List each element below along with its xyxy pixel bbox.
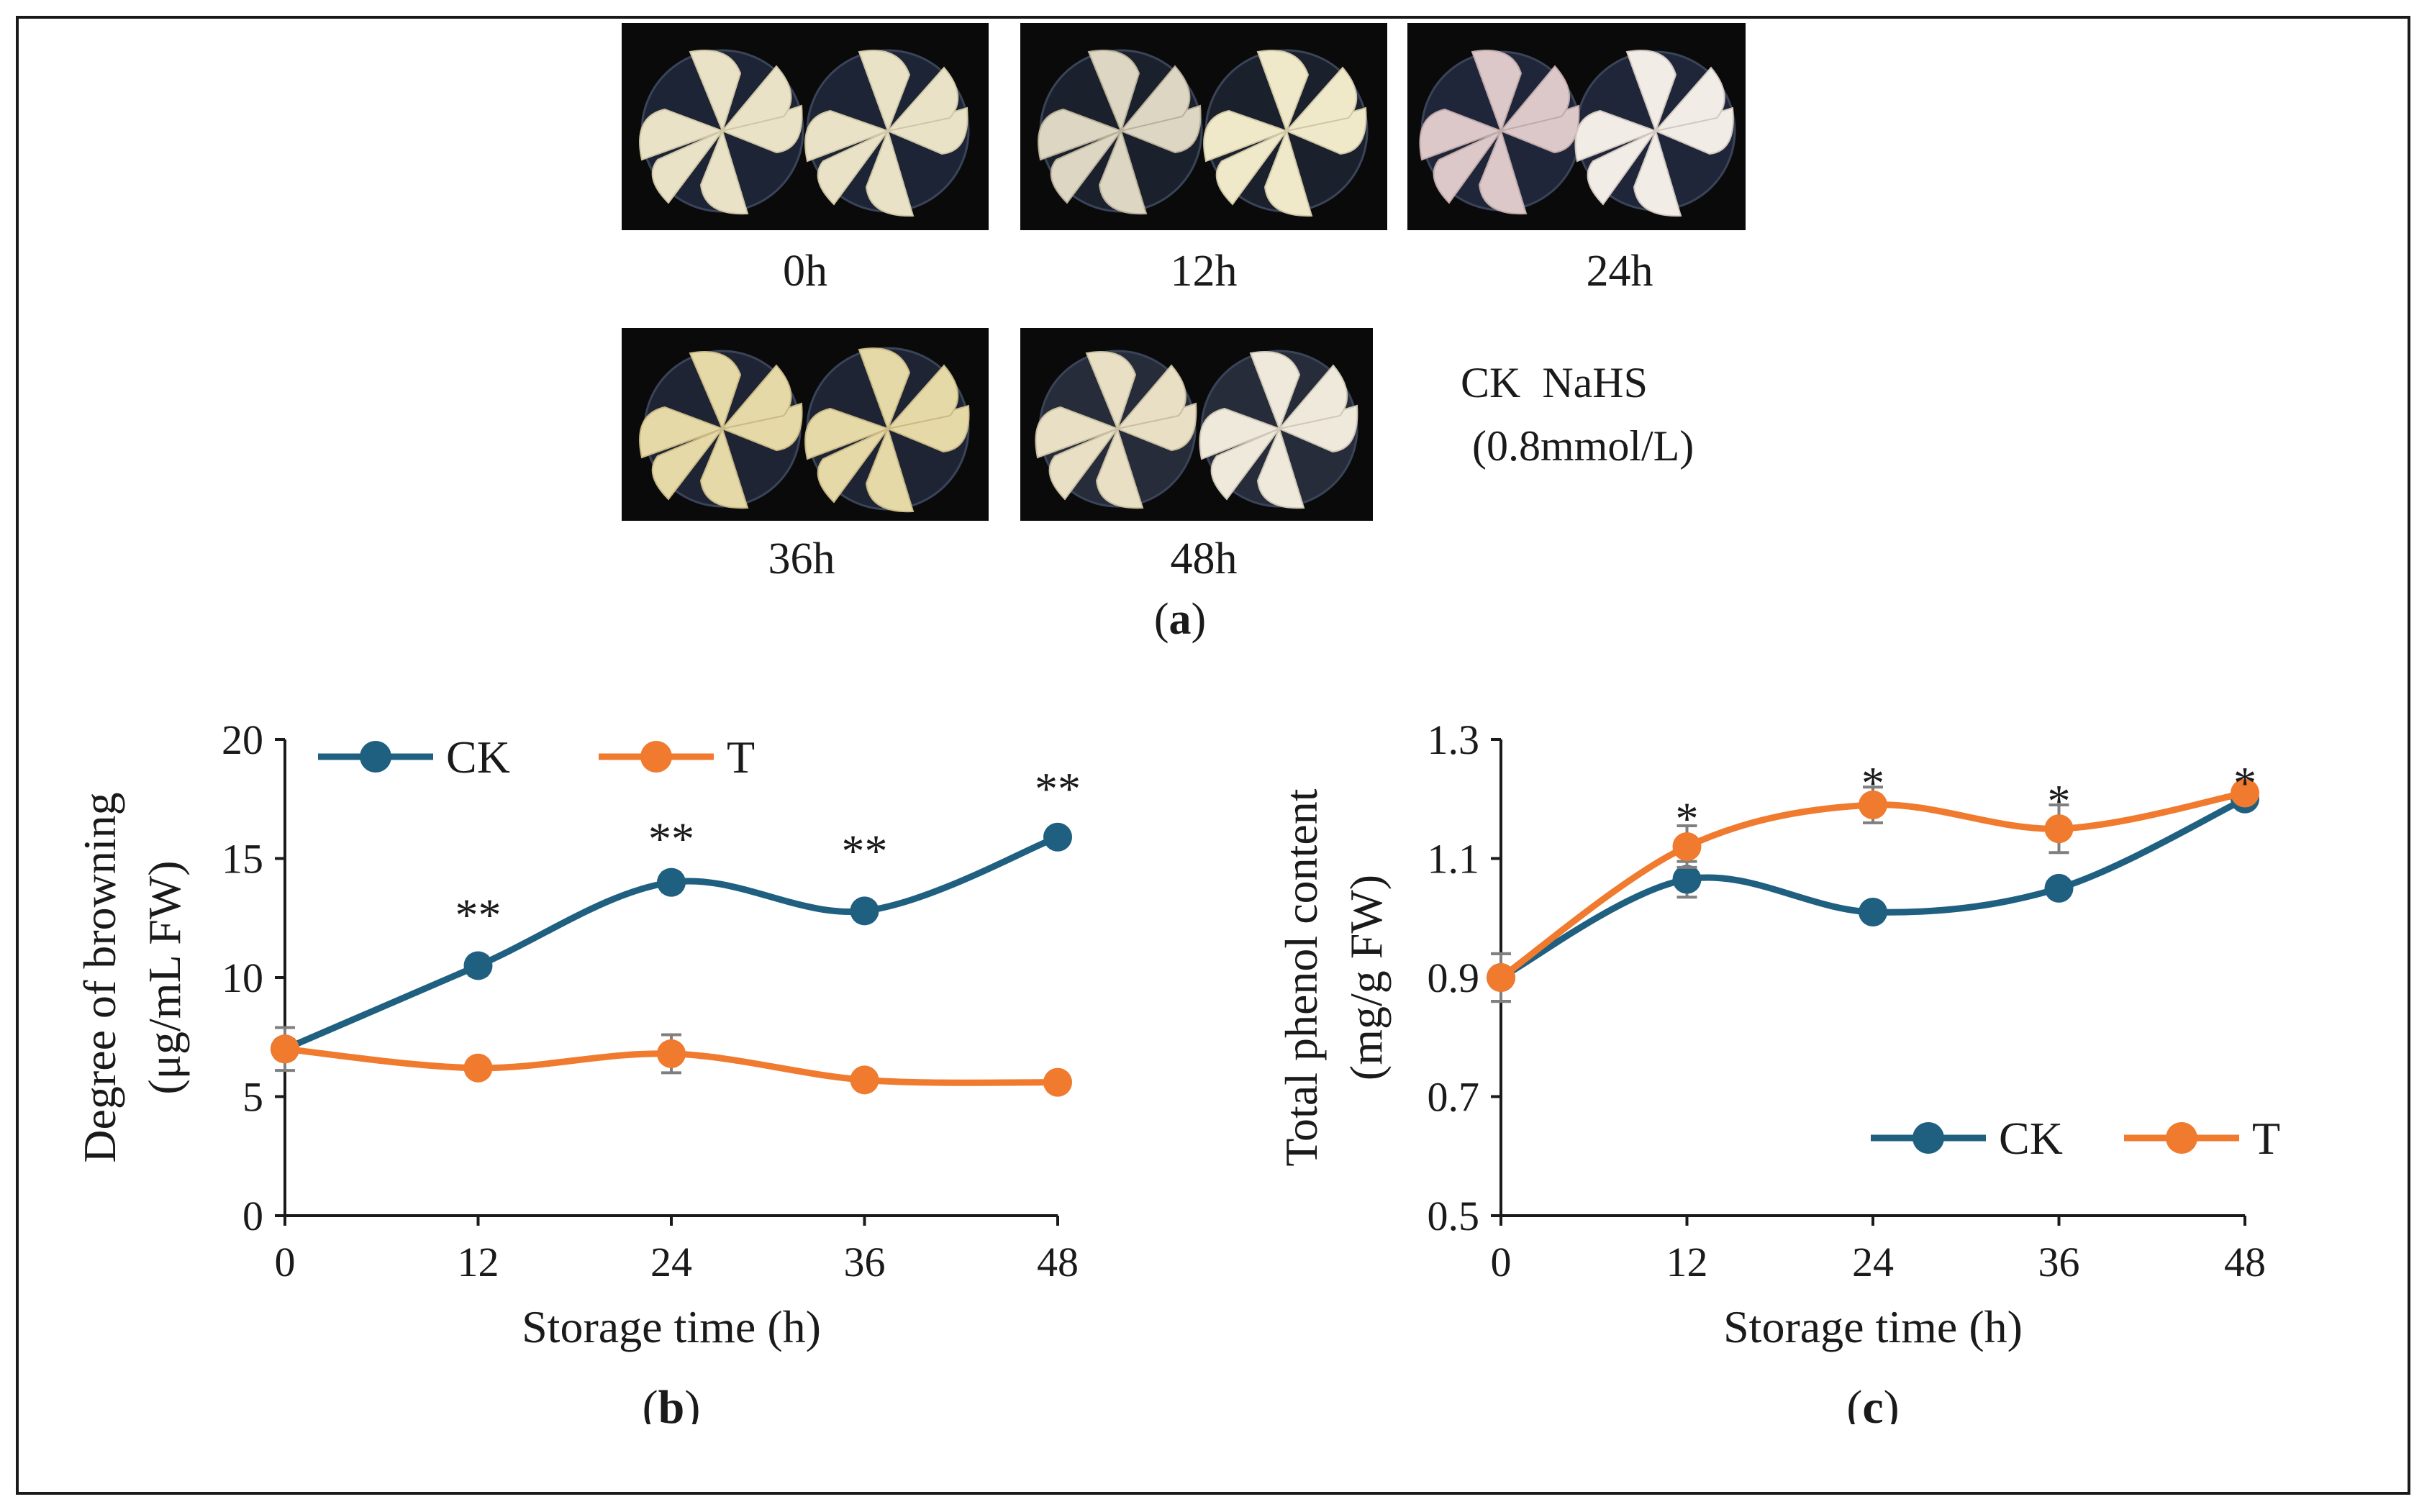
treatment-legend-line2: (0.8mmol/L)	[1472, 422, 1694, 470]
x-tick-label: 24	[1852, 1239, 1894, 1285]
photo-48h	[1020, 328, 1373, 521]
legend-marker-t	[640, 741, 672, 773]
significance-mark: **	[1035, 763, 1081, 814]
photo-36h	[622, 328, 989, 521]
y-axis-label-line2: (μg/mL FW)	[139, 860, 190, 1094]
significance-mark: *	[1861, 757, 1884, 809]
legend-label-t: T	[727, 732, 755, 783]
legend-marker-ck	[1913, 1122, 1944, 1154]
y-tick-label: 5	[242, 1074, 263, 1121]
x-tick-label: 12	[1666, 1239, 1708, 1285]
data-point-t	[1043, 1067, 1072, 1097]
data-point-t	[1859, 791, 1887, 820]
x-tick-label: 0	[1491, 1239, 1512, 1285]
chart-total-phenol: 0.5 0.7 0.9 1.1 1.3 0 12 24 36 48 Storage time (h)…	[1276, 716, 2280, 1424]
panel-letter: b	[658, 1381, 685, 1424]
data-point-t	[657, 1039, 686, 1068]
x-axis-label: Storage time (h)	[1723, 1301, 2023, 1352]
photo-label-0h: 0h	[783, 247, 827, 296]
photo-label-48h: 48h	[1170, 534, 1238, 583]
y-tick-label: 20	[222, 716, 263, 763]
y-tick-label: 0.5	[1428, 1193, 1480, 1239]
data-point-t	[2044, 814, 2074, 844]
data-point-ck	[463, 951, 493, 980]
chart-browning: 0 5 10 15 20 0 12 24 36 48 Storage time (h) Degree …	[74, 716, 1081, 1424]
significance-mark: *	[2048, 775, 2071, 826]
x-tick-label: 12	[458, 1239, 499, 1285]
legend-label-ck: CK	[1999, 1113, 2063, 1164]
significance-mark: **	[648, 814, 694, 865]
significance-mark: **	[455, 890, 502, 941]
data-point-t	[2231, 778, 2259, 808]
x-tick-label: 48	[2224, 1239, 2266, 1285]
y-tick-label: 1.1	[1428, 836, 1480, 883]
data-point-ck	[1672, 865, 1702, 894]
panel-label-a: (a)	[1153, 595, 1207, 644]
data-point-ck	[1859, 897, 1887, 926]
x-tick-label: 48	[1037, 1239, 1079, 1285]
data-point-ck	[2044, 873, 2074, 903]
panel-letter: c	[1862, 1381, 1883, 1424]
data-point-t	[271, 1034, 299, 1064]
data-point-ck	[657, 867, 686, 897]
y-tick-label: 10	[222, 955, 263, 1001]
figure-frame	[16, 16, 2410, 1495]
photo-label-24h: 24h	[1586, 247, 1653, 296]
photo-12h	[1020, 23, 1387, 230]
data-point-ck	[850, 896, 879, 926]
photo-label-36h: 36h	[768, 534, 835, 583]
y-tick-label: 0.9	[1428, 955, 1480, 1001]
y-axis-label-line2: (mg/g FW)	[1340, 875, 1392, 1080]
y-tick-label: 0	[242, 1193, 263, 1239]
photo-24h	[1407, 23, 1746, 230]
significance-mark: **	[842, 825, 888, 876]
x-axis-label: Storage time (h)	[522, 1301, 821, 1352]
y-tick-label: 0.7	[1428, 1074, 1480, 1121]
data-point-ck	[1043, 822, 1072, 852]
significance-mark: *	[1676, 793, 1699, 844]
photo-label-12h: 12h	[1170, 247, 1238, 296]
legend-marker-ck	[360, 741, 391, 773]
y-tick-label: 1.3	[1428, 716, 1480, 763]
data-point-t	[463, 1053, 493, 1083]
series-line-ck	[1497, 796, 2249, 981]
x-tick-label: 36	[844, 1239, 886, 1285]
y-axis-label-line1: Total phenol content	[1276, 788, 1327, 1166]
legend-label-ck: CK	[446, 732, 510, 783]
significance-mark: *	[2233, 757, 2256, 809]
legend-label-t: T	[2252, 1113, 2280, 1164]
data-point-t	[850, 1065, 879, 1095]
x-tick-label: 36	[2038, 1239, 2080, 1285]
x-tick-label: 0	[275, 1239, 296, 1285]
photo-0h	[622, 23, 989, 230]
panel-label-c: (c)	[1846, 1381, 1899, 1424]
y-axis-label-line1: Degree of browning	[74, 792, 125, 1162]
y-tick-label: 15	[222, 836, 263, 883]
treatment-legend-line1: CK NaHS	[1461, 359, 1648, 406]
legend-marker-t	[2166, 1122, 2197, 1154]
data-point-t	[1487, 963, 1515, 992]
panel-label-b: (b)	[643, 1381, 701, 1424]
data-point-t	[1672, 832, 1702, 861]
x-tick-label: 24	[650, 1239, 692, 1285]
